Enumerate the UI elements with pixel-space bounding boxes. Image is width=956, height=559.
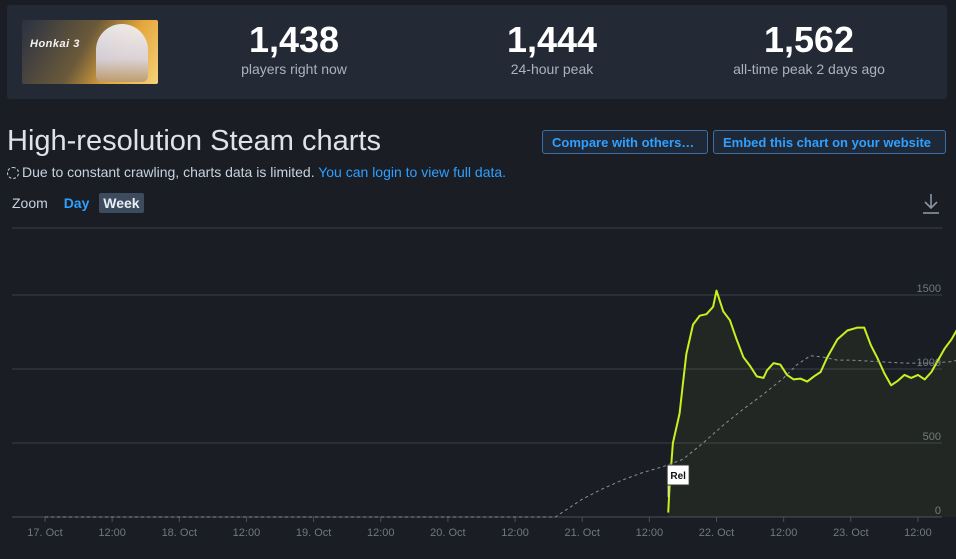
x-tick-label: 19. Oct [296,527,331,539]
stat-24h-peak: 1,444 24-hour peak [432,19,672,77]
y-tick-label: 500 [923,431,941,443]
x-tick-label: 12:00 [367,527,395,539]
game-logo: Honkai 3 [30,38,80,50]
stat-label: all-time peak 2 days ago [733,61,885,77]
game-thumbnail[interactable]: Honkai 3 [22,20,158,84]
x-tick-label: 12:00 [98,527,126,539]
stat-value: 1,562 [763,19,855,60]
loading-spinner-icon [7,167,19,179]
y-tick-label: 0 [935,505,941,517]
data-limit-notice: Due to constant crawling, charts data is… [7,164,506,180]
login-link[interactable]: You can login to view full data. [318,164,507,180]
x-tick-label: 12:00 [636,527,664,539]
y-tick-label: 1500 [917,283,941,295]
series-line-average [45,355,956,518]
stat-players-now: 1,438 players right now [174,19,414,77]
x-tick-label: 12:00 [770,527,798,539]
chart-series [45,289,956,518]
flag-box [666,464,690,486]
page-title: High-resolution Steam charts [7,125,381,157]
x-tick-label: 20. Oct [430,527,465,539]
series-line-players [667,289,956,513]
zoom-label: Zoom [12,195,48,211]
x-tick-label: 12:00 [233,527,261,539]
x-tick-label: 18. Oct [162,527,197,539]
zoom-day-button[interactable]: Day [63,195,90,211]
flag-label: Rel [670,471,686,482]
stat-label: players right now [241,61,347,77]
zoom-week-button[interactable]: Week [99,193,144,213]
stat-value: 1,438 [248,19,340,60]
stat-all-time-peak: 1,562 all-time peak 2 days ago [689,19,929,77]
x-tick-label: 21. Oct [564,527,599,539]
compare-button[interactable]: Compare with others… [542,130,708,154]
release-flag: Rel [666,464,690,497]
x-tick-label: 22. Oct [699,527,734,539]
notice-text: Due to constant crawling, charts data is… [22,164,315,180]
game-character-art [96,24,148,82]
download-icon[interactable] [920,192,942,216]
embed-chart-button[interactable]: Embed this chart on your website [713,130,946,154]
series-area [668,290,956,517]
stats-bar: Honkai 3 1,438 players right now 1,444 2… [7,5,947,99]
x-tick-label: 12:00 [501,527,529,539]
stat-label: 24-hour peak [510,61,594,77]
stat-value: 1,444 [506,19,598,60]
zoom-controls: Zoom Day Week [12,193,146,213]
x-tick-label: 12:00 [904,527,932,539]
x-tick-label: 23. Oct [833,527,868,539]
x-tick-label: 17. Oct [27,527,62,539]
x-axis-ticks: 17. Oct 12:00 18. Oct 12:00 19. Oct 12:00 20. … [27,517,932,539]
